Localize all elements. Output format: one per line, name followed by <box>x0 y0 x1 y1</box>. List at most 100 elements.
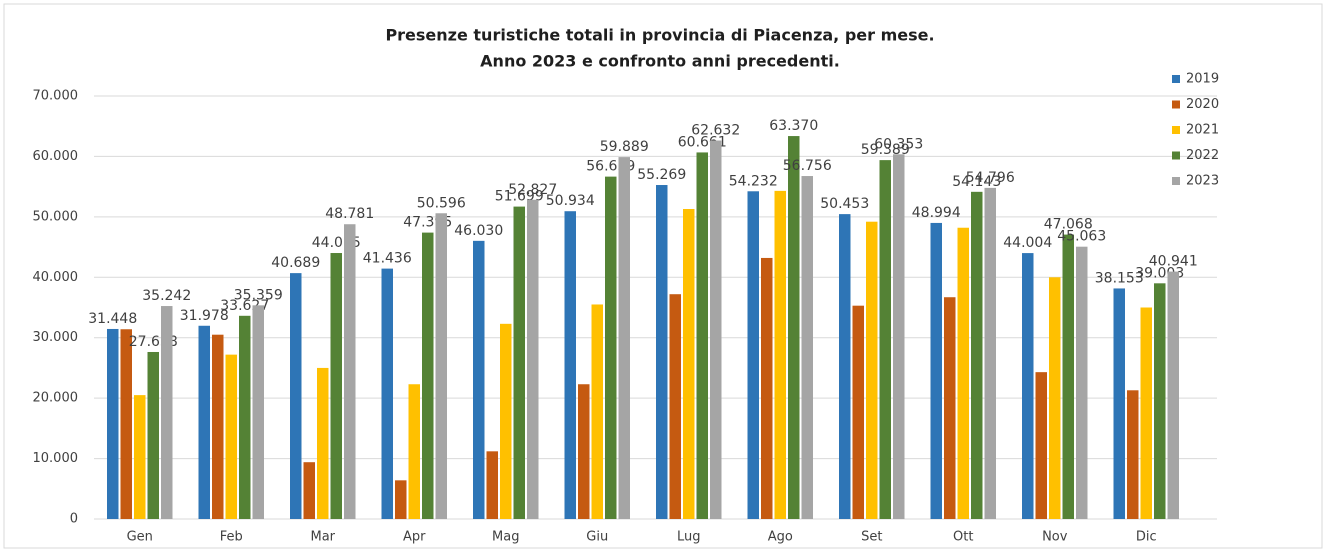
data-label: 44.004 <box>1003 235 1052 251</box>
bar <box>317 367 329 519</box>
data-label: 55.269 <box>637 167 686 183</box>
legend-label: 2020 <box>1186 97 1219 112</box>
data-label: 35.359 <box>234 287 283 303</box>
bar <box>984 187 996 519</box>
bar <box>252 305 264 519</box>
bar <box>395 480 407 519</box>
bar <box>591 304 603 519</box>
bar <box>473 240 485 519</box>
y-tick-label: 10.000 <box>33 451 79 466</box>
y-tick-label: 40.000 <box>33 270 79 285</box>
bar <box>605 176 617 520</box>
bar <box>147 351 159 519</box>
legend-swatch <box>1172 151 1180 160</box>
bar <box>1049 277 1061 519</box>
bar <box>527 199 539 519</box>
bar <box>578 384 590 519</box>
bar <box>852 305 864 519</box>
data-label: 60.353 <box>874 136 923 152</box>
y-tick-label: 30.000 <box>33 330 79 345</box>
bar <box>801 176 813 519</box>
bar <box>1076 246 1088 519</box>
legend-swatch <box>1172 126 1180 134</box>
legend-label: 2021 <box>1186 123 1219 138</box>
legend-swatch <box>1172 75 1180 83</box>
bar <box>290 273 302 519</box>
x-tick-label: Ott <box>953 530 973 545</box>
bar <box>839 214 851 519</box>
legend-label: 2023 <box>1186 174 1219 189</box>
bar <box>161 306 173 519</box>
bar <box>1140 307 1152 519</box>
data-label: 59.389 <box>861 142 910 158</box>
data-label: 54.143 <box>952 174 1001 190</box>
bar <box>944 297 956 519</box>
bar <box>1127 390 1139 519</box>
bar <box>696 152 708 519</box>
bar <box>683 209 695 519</box>
x-tick-label: Feb <box>220 530 243 545</box>
data-label: 46.030 <box>454 223 503 239</box>
data-label: 62.632 <box>691 123 740 139</box>
bar <box>1167 271 1179 519</box>
legend-swatch <box>1172 177 1180 185</box>
bar <box>1022 253 1034 519</box>
bar <box>879 160 891 519</box>
bar <box>239 315 251 519</box>
bar <box>930 222 942 519</box>
legend-label: 2019 <box>1186 72 1219 87</box>
x-tick-label: Lug <box>677 530 701 545</box>
bar <box>774 190 786 519</box>
x-tick-label: Gen <box>127 530 153 545</box>
data-label: 54.232 <box>729 173 778 189</box>
bar <box>134 395 146 519</box>
y-tick-label: 20.000 <box>33 391 79 406</box>
bar <box>656 185 668 519</box>
bar <box>971 191 983 519</box>
legend-swatch <box>1172 100 1180 109</box>
data-label: 50.596 <box>417 195 466 211</box>
bar <box>1113 288 1125 519</box>
x-tick-label: Apr <box>403 530 426 545</box>
bar <box>225 354 237 519</box>
data-label: 48.994 <box>912 205 961 221</box>
data-label: 35.242 <box>142 288 191 304</box>
data-label: 48.781 <box>325 206 374 222</box>
y-tick-label: 60.000 <box>33 149 79 164</box>
bar <box>303 462 315 519</box>
bar <box>500 323 512 519</box>
bar <box>513 206 525 519</box>
chart-subtitle: Anno 2023 e confronto anni precedenti. <box>480 52 840 71</box>
bar <box>747 191 759 520</box>
x-tick-label: Mar <box>310 530 335 545</box>
bar <box>381 268 393 519</box>
x-tick-label: Giu <box>586 530 608 545</box>
bar <box>1154 283 1166 519</box>
bar <box>120 329 132 519</box>
y-tick-label: 70.000 <box>33 89 79 104</box>
bar <box>669 294 681 519</box>
bar <box>618 157 630 519</box>
data-label: 41.436 <box>363 251 412 267</box>
data-label: 31.448 <box>88 311 137 327</box>
bar <box>710 140 722 519</box>
chart-title: Presenze turistiche totali in provincia … <box>385 26 934 45</box>
bar <box>107 328 119 519</box>
x-tick-label: Nov <box>1042 530 1068 545</box>
bar <box>486 451 498 519</box>
bar <box>788 136 800 519</box>
bar <box>893 154 905 519</box>
bar <box>408 384 420 519</box>
bar <box>330 253 342 520</box>
data-label: 54.796 <box>966 170 1015 186</box>
bar <box>212 334 224 519</box>
x-tick-label: Dic <box>1136 530 1157 545</box>
y-tick-label: 0 <box>70 512 78 527</box>
bar <box>1035 372 1047 519</box>
data-label: 47.068 <box>1044 217 1093 233</box>
data-label: 40.689 <box>271 255 320 271</box>
data-label: 63.370 <box>769 118 818 134</box>
x-tick-label: Mag <box>492 530 519 545</box>
data-label: 59.889 <box>600 139 649 155</box>
data-label: 52.827 <box>508 182 557 198</box>
